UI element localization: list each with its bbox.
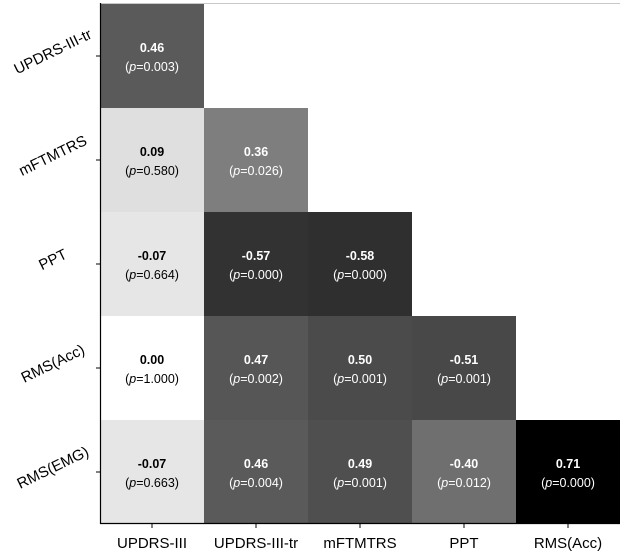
cell-mftmtrs-updrs-iii-r-label: 0.09 [140,145,164,159]
cell-rms-emg-mftmtrs-p-label: (p=0.001) [333,476,387,490]
cell-rms-emg-updrs-iii-p-label: (p=0.663) [125,476,179,490]
row-label-rms-emg: RMS(EMG) [14,443,91,492]
cell-rms-acc-mftmtrs-p-label: (p=0.001) [333,372,387,386]
cell-rms-acc-ppt [412,316,516,420]
cell-rms-emg-mftmtrs-r-label: 0.49 [348,457,372,471]
row-label-updrs-iii-tr: UPDRS-III-tr [11,26,94,78]
cell-ppt-updrs-iii-tr-r-label: -0.57 [242,249,271,263]
cell-ppt-mftmtrs-p-label: (p=0.000) [333,268,387,282]
cell-rms-emg-updrs-iii [100,420,204,524]
cell-updrs-iii-tr-updrs-iii-p-label: (p=0.003) [125,60,179,74]
cell-rms-emg-updrs-iii-tr [204,420,308,524]
row-label-mftmtrs: mFTMTRS [16,132,89,179]
col-label-updrs-iii: UPDRS-III [117,535,187,552]
col-label-mftmtrs: mFTMTRS [323,535,396,552]
row-label-rms-acc: RMS(Acc) [19,341,88,386]
cell-rms-acc-mftmtrs-r-label: 0.50 [348,353,372,367]
cell-ppt-updrs-iii [100,212,204,316]
row-label-ppt: PPT [36,246,70,274]
cell-ppt-mftmtrs [308,212,412,316]
cell-rms-emg-rms-acc-p-label: (p=0.000) [541,476,595,490]
cell-rms-emg-ppt [412,420,516,524]
cell-mftmtrs-updrs-iii-tr-r-label: 0.36 [244,145,268,159]
cell-ppt-mftmtrs-r-label: -0.58 [346,249,375,263]
cell-ppt-updrs-iii-r-label: -0.07 [138,249,167,263]
cell-rms-acc-updrs-iii [100,316,204,420]
cell-mftmtrs-updrs-iii-tr-p-label: (p=0.026) [229,164,283,178]
axes [99,3,620,525]
cell-rms-emg-ppt-r-label: -0.40 [450,457,479,471]
col-label-rms-acc: RMS(Acc) [534,535,602,552]
cell-ppt-updrs-iii-tr [204,212,308,316]
cell-rms-acc-updrs-iii-r-label: 0.00 [140,353,164,367]
cell-updrs-iii-tr-updrs-iii [100,4,204,108]
col-label-updrs-iii-tr: UPDRS-III-tr [214,535,298,552]
cell-rms-acc-updrs-iii-tr-r-label: 0.47 [244,353,268,367]
cell-rms-acc-mftmtrs [308,316,412,420]
cell-rms-acc-updrs-iii-p-label: (p=1.000) [125,372,179,386]
cell-rms-acc-ppt-r-label: -0.51 [450,353,479,367]
cell-mftmtrs-updrs-iii-p-label: (p=0.580) [125,164,179,178]
cell-rms-emg-updrs-iii-r-label: -0.07 [138,457,167,471]
cell-rms-acc-updrs-iii-tr [204,316,308,420]
cell-rms-emg-mftmtrs [308,420,412,524]
cell-rms-emg-rms-acc-r-label: 0.71 [556,457,580,471]
cell-ppt-updrs-iii-p-label: (p=0.664) [125,268,179,282]
cell-rms-acc-ppt-p-label: (p=0.001) [437,372,491,386]
cell-rms-acc-updrs-iii-tr-p-label: (p=0.002) [229,372,283,386]
cell-rms-emg-rms-acc [516,420,620,524]
cell-updrs-iii-tr-updrs-iii-r-label: 0.46 [140,41,164,55]
cell-mftmtrs-updrs-iii-tr [204,108,308,212]
col-label-ppt: PPT [449,535,478,552]
heatmap-cells: 0.46 (p=0.003) 0.09 (p=0.580) 0.36 (p=0.026) -… [100,4,620,524]
cell-mftmtrs-updrs-iii [100,108,204,212]
cell-rms-emg-ppt-p-label: (p=0.012) [437,476,491,490]
cell-rms-emg-updrs-iii-tr-p-label: (p=0.004) [229,476,283,490]
cell-rms-emg-updrs-iii-tr-r-label: 0.46 [244,457,268,471]
cell-ppt-updrs-iii-tr-p-label: (p=0.000) [229,268,283,282]
